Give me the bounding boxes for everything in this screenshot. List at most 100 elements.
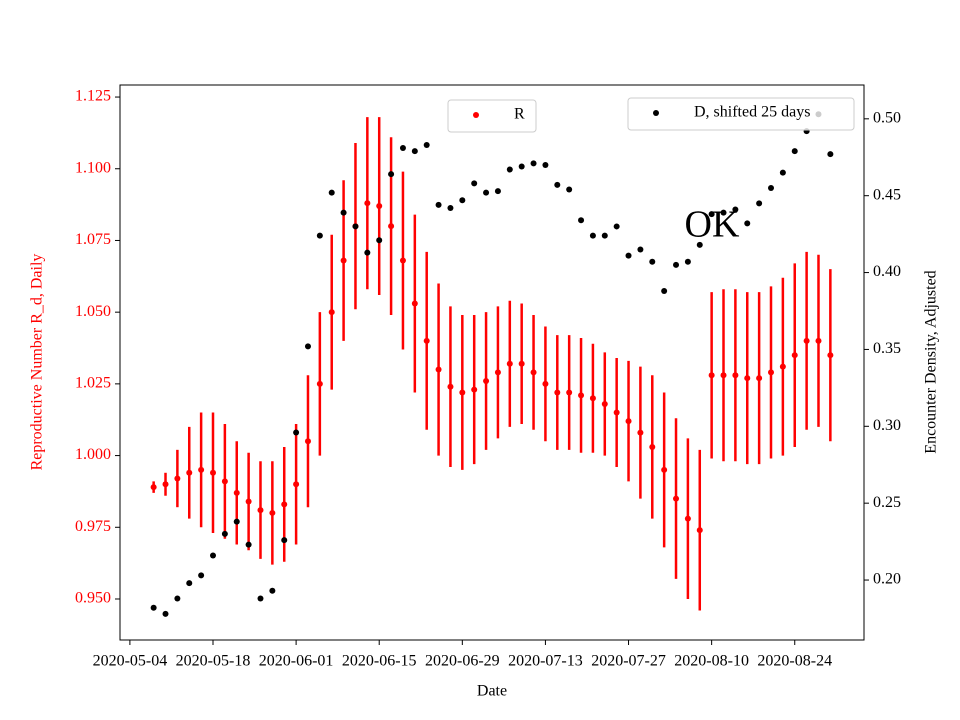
point [376,237,383,244]
x-tick-label: 2020-05-04 [93,653,168,670]
point [471,180,478,187]
point [649,443,656,450]
point [245,498,252,505]
y-tick-label: 1.075 [75,231,111,248]
point [221,478,228,485]
point [257,595,264,602]
point [708,372,715,379]
point [815,337,822,344]
point [827,352,834,359]
point [756,375,763,382]
point [684,515,691,522]
point [661,288,668,295]
point [720,209,727,216]
point [304,438,311,445]
point [186,580,193,587]
point [530,160,537,167]
point [233,489,240,496]
point [613,223,620,230]
x-tick-label: 2020-07-13 [508,653,583,670]
legend-box [447,99,537,133]
point [435,201,442,208]
point [269,587,276,594]
y-tick-label: 1.125 [75,88,111,105]
y2-tick-label: 0.20 [873,571,901,588]
point [388,223,395,230]
y-tick-label: 0.975 [75,518,111,535]
point [732,206,739,213]
point [779,169,786,176]
point [245,541,252,548]
point [233,518,240,525]
x-tick-label: 2020-06-01 [259,653,334,670]
point [518,163,525,170]
legend-label: R [514,106,525,123]
point [471,386,478,393]
point [756,200,763,207]
point [411,300,418,307]
point [388,171,395,178]
point [198,466,205,473]
point [198,572,205,579]
point [494,369,501,376]
point [554,389,561,396]
point [625,252,632,259]
point [601,400,608,407]
x-axis-label: Date [477,683,507,700]
point [625,418,632,425]
point [601,232,608,239]
point [744,375,751,382]
point [589,395,596,402]
point [637,246,644,253]
point [518,360,525,367]
point [827,151,834,158]
point [257,507,264,514]
x-tick-label: 2020-07-27 [591,653,666,670]
point [673,495,680,502]
point [328,309,335,316]
point [399,145,406,152]
point [720,372,727,379]
point [340,257,347,264]
point [578,217,585,224]
y2-tick-label: 0.45 [873,186,901,203]
point [174,595,181,602]
point [150,604,157,611]
point [186,469,193,476]
point [162,481,169,488]
point [708,211,715,218]
y-tick-label: 1.050 [75,303,111,320]
point [411,148,418,155]
y2-tick-label: 0.35 [873,340,901,357]
point [554,181,561,188]
point [221,530,228,537]
point [494,188,501,195]
point [768,185,774,192]
point [399,257,406,264]
y-tick-label: 0.950 [75,590,111,607]
point [566,186,573,193]
point [281,537,288,544]
point [684,258,691,265]
point [696,241,703,248]
point [566,389,573,396]
point [435,366,442,373]
y2-tick-label: 0.25 [873,494,901,511]
point [364,200,371,207]
point [744,220,751,227]
point [506,166,513,173]
y2-tick-label: 0.30 [873,417,901,434]
point [530,369,537,376]
legend-marker [653,110,659,116]
x-tick-label: 2020-08-10 [674,653,749,670]
point [304,343,311,350]
x-tick-label: 2020-08-24 [757,653,832,670]
y-axis-label: Reproductive Number R_d, Daily [29,254,46,471]
point [269,509,276,516]
annotation: OK [685,204,740,246]
point [673,261,680,268]
point [447,383,454,390]
point [483,189,490,196]
point [483,378,490,384]
